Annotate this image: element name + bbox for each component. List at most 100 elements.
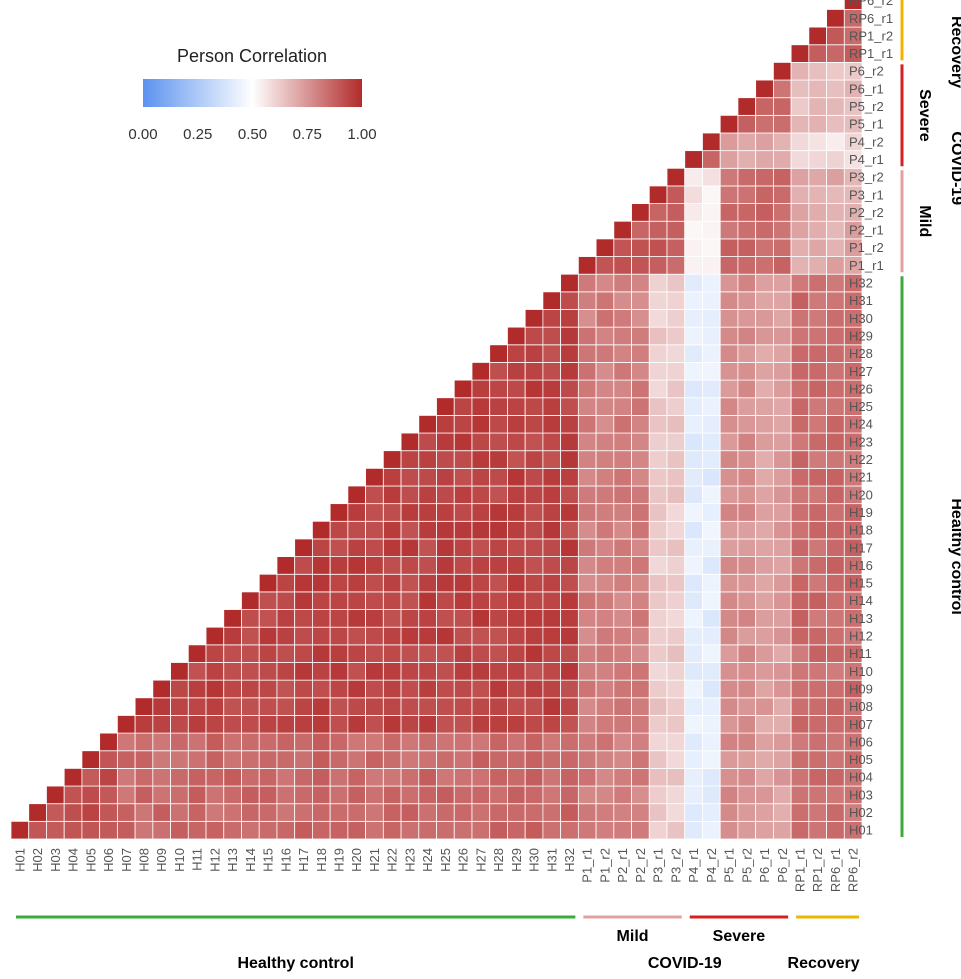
heatmap-cell: [772, 203, 792, 222]
heatmap-cell: [631, 697, 650, 716]
heatmap-cell: [418, 662, 437, 681]
heatmap-cell: [719, 803, 739, 822]
heatmap-cell: [808, 732, 827, 752]
heatmap-cell: [312, 697, 331, 716]
heatmap-cell: [436, 768, 455, 787]
x-tick-label: P2_r2: [633, 848, 648, 883]
heatmap-cell: [684, 626, 703, 646]
heatmap-cell: [577, 414, 597, 434]
heatmap-cell: [719, 238, 739, 257]
heatmap-cell: [560, 432, 579, 452]
heatmap-cell: [790, 62, 810, 81]
heatmap-cell: [560, 538, 579, 558]
heatmap-cell: [772, 450, 792, 469]
heatmap-cell: [702, 750, 721, 769]
heatmap-cell: [790, 44, 810, 63]
heatmap-cell: [223, 803, 242, 822]
y-tick-label: H01: [849, 823, 873, 838]
heatmap-cell: [170, 785, 189, 805]
heatmap-cell: [666, 697, 686, 716]
x-tick-label: H28: [491, 848, 506, 872]
heatmap-cell: [223, 644, 242, 663]
heatmap-cell: [116, 820, 136, 840]
x-tick-label: H24: [420, 848, 435, 872]
x-tick-label: H06: [101, 848, 116, 872]
x-tick-label: P5_r1: [722, 848, 737, 883]
heatmap-cell: [453, 591, 473, 610]
heatmap-cell: [808, 803, 827, 822]
heatmap-cell: [790, 238, 810, 257]
heatmap-cell: [808, 644, 827, 663]
heatmap-cell: [737, 256, 757, 275]
heatmap-cell: [471, 803, 491, 822]
heatmap-cell: [684, 715, 703, 734]
heatmap-cell: [560, 591, 579, 610]
heatmap-cell: [241, 591, 260, 610]
heatmap-cell: [648, 414, 668, 434]
heatmap-cell: [826, 256, 845, 275]
heatmap-cell: [719, 679, 739, 699]
heatmap-cell: [648, 203, 668, 222]
heatmap-cell: [790, 785, 810, 805]
heatmap-cell: [737, 414, 757, 434]
x-tick-label: H03: [48, 848, 63, 872]
heatmap-cell: [436, 732, 455, 752]
y-tick-label: H04: [849, 770, 873, 785]
heatmap-cell: [631, 591, 650, 610]
heatmap-cell: [187, 697, 207, 716]
heatmap-cell: [347, 785, 366, 805]
heatmap-cell: [790, 609, 810, 628]
heatmap-cell: [471, 715, 491, 734]
heatmap-cell: [772, 185, 792, 204]
heatmap-cell: [489, 414, 508, 434]
heatmap-cell: [276, 750, 296, 769]
heatmap-cell: [702, 626, 721, 646]
heatmap-cell: [453, 662, 473, 681]
heatmap-cell: [347, 732, 366, 752]
heatmap-cell: [63, 768, 83, 787]
heatmap-cell: [560, 679, 579, 699]
heatmap-cell: [312, 679, 331, 699]
heatmap-cell: [702, 573, 721, 593]
heatmap-cell: [577, 697, 597, 716]
heatmap-cell: [471, 679, 491, 699]
heatmap-cell: [595, 397, 615, 416]
heatmap-cell: [648, 309, 668, 328]
heatmap-cell: [755, 750, 774, 769]
heatmap-cell: [790, 220, 810, 240]
y-tick-label: H13: [849, 611, 873, 626]
heatmap-cell: [276, 626, 296, 646]
heatmap-cell: [648, 273, 668, 293]
heatmap-cell: [560, 503, 579, 522]
heatmap-cell: [418, 785, 437, 805]
heatmap-cell: [613, 397, 632, 416]
heatmap-cell: [666, 220, 686, 240]
heatmap-cell: [790, 397, 810, 416]
heatmap-cell: [702, 150, 721, 169]
heatmap-cell: [453, 379, 473, 399]
heatmap-cell: [737, 273, 757, 293]
heatmap-cell: [737, 326, 757, 346]
heatmap-cell: [631, 556, 650, 575]
heatmap-cell: [702, 785, 721, 805]
heatmap-cell: [613, 750, 632, 769]
heatmap-cell: [223, 609, 242, 628]
heatmap-cell: [595, 238, 615, 257]
heatmap-cell: [613, 679, 632, 699]
heatmap-cell: [772, 150, 792, 169]
heatmap-cell: [719, 732, 739, 752]
heatmap-cell: [560, 344, 579, 363]
heatmap-cell: [772, 626, 792, 646]
heatmap-cell: [684, 697, 703, 716]
heatmap-cell: [772, 662, 792, 681]
x-tick-label: H04: [66, 848, 81, 872]
heatmap-cell: [312, 768, 331, 787]
heatmap-cell: [702, 379, 721, 399]
heatmap-cell: [312, 732, 331, 752]
heatmap-cell: [755, 803, 774, 822]
heatmap-cell: [400, 820, 420, 840]
heatmap-cell: [808, 591, 827, 610]
legend-title: Person Correlation: [177, 46, 327, 66]
heatmap-cell: [524, 679, 544, 699]
heatmap-cell: [436, 609, 455, 628]
